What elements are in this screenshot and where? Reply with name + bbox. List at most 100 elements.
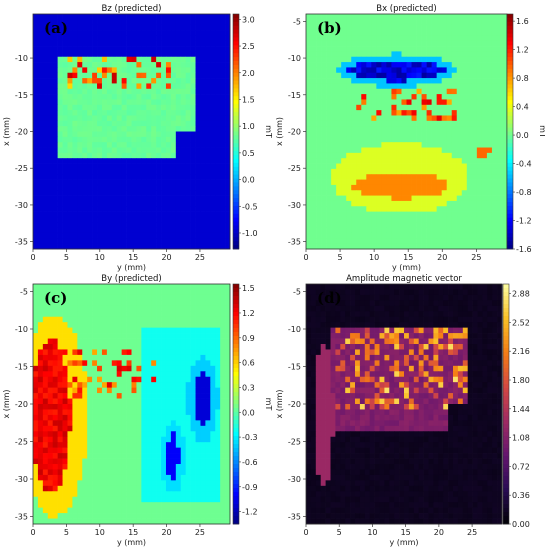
heatmap-cell — [331, 51, 337, 58]
heatmap-cell — [190, 420, 196, 427]
colorbar-step — [507, 170, 513, 175]
heatmap-cell — [111, 190, 118, 196]
heatmap-cell — [220, 425, 226, 432]
heatmap-cell — [185, 425, 191, 432]
heatmap-cell — [111, 94, 118, 100]
heatmap-cell — [361, 56, 367, 63]
heatmap-cell — [446, 142, 453, 148]
heatmap-cell — [47, 206, 54, 212]
heatmap-cell — [42, 305, 49, 312]
heatmap-cell — [42, 365, 49, 372]
heatmap-cell — [185, 414, 191, 421]
heatmap-cell — [146, 78, 152, 84]
heatmap-cell — [391, 83, 397, 90]
heatmap-cell — [210, 442, 216, 448]
heatmap-cell — [111, 284, 118, 290]
heatmap-cell — [331, 179, 337, 186]
heatmap-cell — [57, 420, 63, 427]
heatmap-cell — [47, 442, 54, 448]
heatmap-cell — [215, 354, 221, 361]
heatmap-cell — [205, 316, 211, 323]
heatmap-cell — [72, 316, 78, 323]
heatmap-cell — [406, 227, 412, 234]
heatmap-cell — [215, 409, 221, 416]
heatmap-cell — [111, 152, 118, 159]
heatmap-cell — [165, 393, 172, 399]
heatmap-cell — [406, 168, 412, 175]
heatmap-cell — [146, 311, 152, 318]
heatmap-cell — [466, 158, 473, 164]
heatmap-cell — [165, 322, 172, 328]
heatmap-cell — [411, 243, 417, 250]
heatmap-cell — [111, 447, 118, 454]
heatmap-cell — [431, 222, 438, 228]
heatmap-cell — [190, 163, 196, 170]
heatmap-cell — [146, 56, 152, 63]
heatmap-cell — [426, 83, 432, 90]
heatmap-cell — [52, 142, 58, 148]
heatmap-cell — [170, 382, 177, 388]
heatmap-cell — [77, 232, 83, 239]
heatmap-cell — [151, 174, 157, 180]
heatmap-cell — [42, 354, 49, 361]
heatmap-cell — [52, 24, 58, 31]
colorbar-tick-label: -0.8 — [516, 188, 532, 197]
heatmap-cell — [42, 316, 49, 323]
heatmap-cell — [165, 72, 172, 79]
heatmap-cell — [381, 115, 387, 122]
heatmap-cell — [371, 142, 377, 148]
heatmap-cell — [62, 195, 68, 202]
colorbar-step — [507, 225, 513, 230]
heatmap-cell — [156, 104, 162, 111]
heatmap-cell — [496, 147, 503, 154]
heatmap-cell — [331, 131, 337, 138]
heatmap-cell — [72, 200, 78, 207]
heatmap-cell — [356, 110, 362, 116]
heatmap-cell — [205, 126, 211, 132]
heatmap-cell — [92, 14, 98, 20]
heatmap-cell — [190, 425, 196, 432]
heatmap-cell — [111, 354, 118, 361]
heatmap-cell — [225, 195, 231, 202]
heatmap-cell — [396, 216, 402, 223]
heatmap-cell — [366, 222, 372, 228]
heatmap-cell — [146, 168, 152, 175]
colorbar-step — [233, 104, 239, 109]
heatmap-cell — [431, 152, 438, 159]
heatmap-cell — [175, 200, 182, 207]
heatmap-cell — [92, 327, 98, 334]
heatmap-cell — [476, 67, 483, 74]
heatmap-cell — [97, 35, 103, 42]
heatmap-cell — [165, 131, 172, 138]
heatmap-cell — [205, 227, 211, 234]
heatmap-cell — [131, 206, 137, 212]
heatmap-cell — [156, 158, 162, 164]
heatmap-cell — [165, 344, 172, 350]
heatmap-cell — [126, 78, 132, 84]
heatmap-cell — [461, 115, 468, 122]
heatmap-cell — [501, 206, 508, 212]
heatmap-cell — [225, 131, 231, 138]
heatmap-cell — [146, 322, 152, 328]
heatmap-cell — [67, 211, 73, 218]
heatmap-cell — [351, 24, 357, 31]
heatmap-cell — [205, 99, 211, 106]
heatmap-cell — [106, 136, 113, 143]
heatmap-cell — [52, 398, 58, 405]
heatmap-cell — [336, 35, 342, 42]
heatmap-cell — [386, 126, 392, 132]
heatmap-cell — [116, 51, 122, 58]
heatmap-cell — [316, 163, 322, 170]
heatmap-cell — [436, 19, 443, 26]
heatmap-cell — [331, 232, 337, 239]
heatmap-cell — [311, 179, 317, 186]
heatmap-cell — [391, 14, 397, 20]
heatmap-cell — [92, 211, 98, 218]
heatmap-cell — [471, 136, 478, 143]
heatmap-cell — [62, 19, 68, 26]
heatmap-cell — [336, 195, 342, 202]
heatmap-cell — [356, 40, 362, 47]
heatmap-cell — [200, 300, 206, 307]
heatmap-cell — [486, 227, 493, 234]
heatmap-cell — [77, 211, 83, 218]
